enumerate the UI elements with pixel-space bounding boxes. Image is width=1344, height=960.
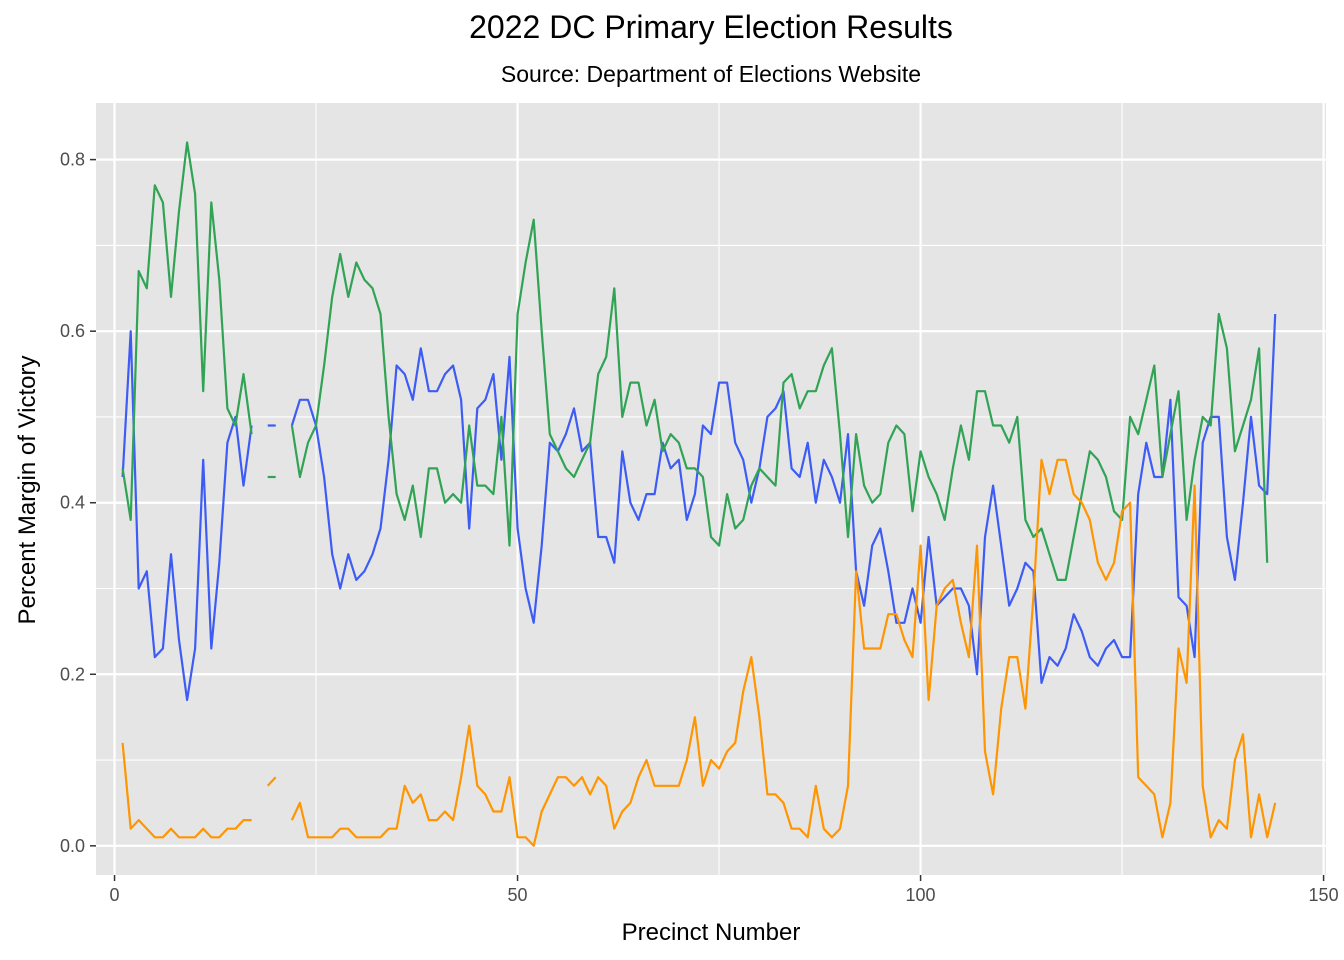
series-line-3 bbox=[266, 776, 277, 787]
x-tick-label: 150 bbox=[1309, 885, 1339, 905]
series-line-2 bbox=[290, 218, 1269, 581]
x-axis-ticks: 0 50 100 150 bbox=[110, 875, 1339, 905]
series-lines bbox=[121, 141, 1277, 847]
grid-lines bbox=[96, 103, 1326, 875]
chart-title: 2022 DC Primary Election Results bbox=[469, 9, 953, 45]
y-tick-label: 0.0 bbox=[60, 836, 85, 856]
x-tick-label: 50 bbox=[508, 885, 528, 905]
series-line-3 bbox=[290, 458, 1277, 847]
x-tick-label: 0 bbox=[110, 885, 120, 905]
y-axis-ticks: 0.0 0.2 0.4 0.6 0.8 bbox=[60, 150, 96, 856]
plot-panel bbox=[96, 103, 1326, 875]
y-tick-label: 0.2 bbox=[60, 664, 85, 684]
y-tick-label: 0.8 bbox=[60, 150, 85, 170]
y-axis-label: Percent Margin of Victory bbox=[14, 355, 41, 624]
y-tick-label: 0.6 bbox=[60, 321, 85, 341]
x-axis-label: Precinct Number bbox=[622, 919, 801, 946]
series-line-2 bbox=[121, 141, 253, 521]
x-tick-label: 100 bbox=[906, 885, 936, 905]
series-line-3 bbox=[121, 742, 252, 839]
chart-subtitle: Source: Department of Elections Website bbox=[501, 61, 921, 87]
series-line-1 bbox=[121, 330, 253, 702]
y-tick-label: 0.4 bbox=[60, 493, 85, 513]
panel-background bbox=[96, 103, 1326, 875]
